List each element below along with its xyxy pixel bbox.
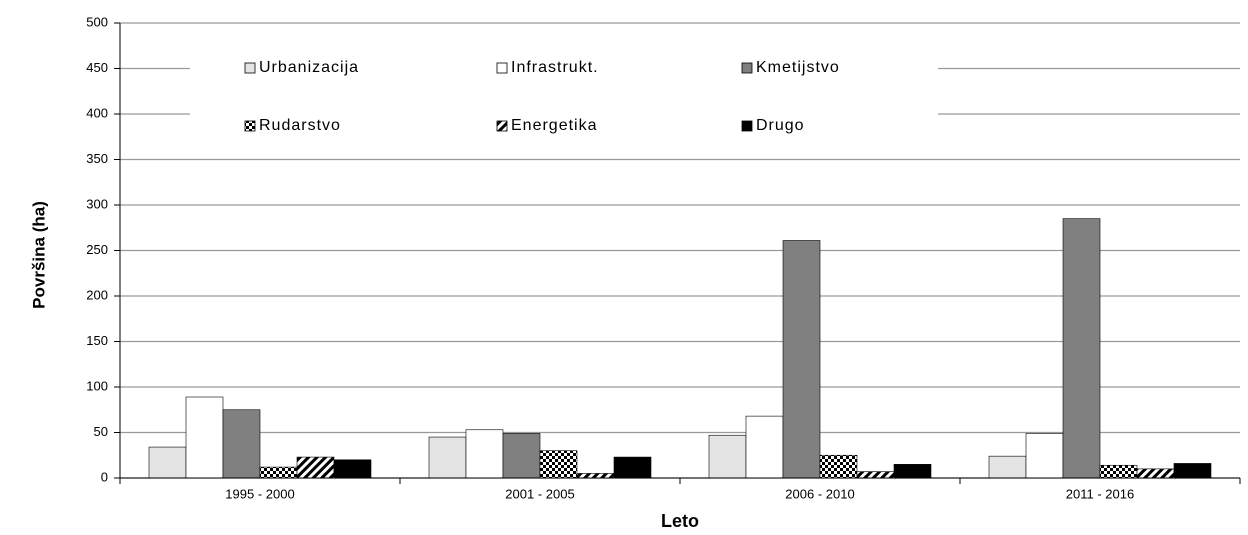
- legend-label: Drugo: [756, 117, 805, 134]
- bar: [988, 455, 1027, 479]
- legend-label: Kmetijstvo: [756, 59, 840, 76]
- y-tick-label: 150: [86, 333, 108, 348]
- y-axis-title: Površina (ha): [29, 201, 48, 309]
- bar: [1136, 468, 1175, 479]
- x-axis-title: Leto: [661, 511, 699, 531]
- y-tick-label: 500: [86, 14, 108, 29]
- legend-swatch: [244, 62, 256, 74]
- legend-swatch: [496, 120, 508, 132]
- legend-swatch: [741, 62, 753, 74]
- legend-label: Urbanizacija: [259, 59, 359, 76]
- bar: [819, 454, 858, 479]
- bar: [296, 456, 335, 479]
- y-tick-label: 350: [86, 151, 108, 166]
- bar: [148, 446, 187, 479]
- y-tick-label: 300: [86, 196, 108, 211]
- legend-label: Rudarstvo: [259, 117, 341, 134]
- bar: [185, 396, 224, 479]
- bar: [613, 456, 652, 479]
- y-tick-label: 50: [94, 424, 108, 439]
- bar: [465, 429, 504, 479]
- bar: [1099, 464, 1138, 479]
- bar: [1025, 433, 1064, 479]
- y-tick-label: 200: [86, 287, 108, 302]
- x-tick-label: 2011 - 2016: [1066, 486, 1134, 501]
- bar: [576, 473, 615, 479]
- bar: [745, 415, 784, 479]
- legend-swatch: [741, 120, 753, 132]
- bar: [782, 240, 821, 479]
- bar: [1062, 218, 1101, 479]
- legend-swatch: [496, 62, 508, 74]
- y-tick-label: 450: [86, 60, 108, 75]
- x-tick-label: 1995 - 2000: [225, 486, 294, 501]
- bar: [259, 466, 298, 479]
- bar: [856, 471, 895, 479]
- y-tick-label: 100: [86, 378, 108, 393]
- y-tick-label: 400: [86, 105, 108, 120]
- bar: [893, 464, 932, 479]
- x-tick-label: 2001 - 2005: [505, 486, 574, 501]
- y-tick-label: 0: [101, 469, 108, 484]
- legend-label: Energetika: [511, 117, 598, 134]
- legend-swatch: [244, 120, 256, 132]
- y-tick-label: 250: [86, 242, 108, 257]
- x-tick-label: 2006 - 2010: [785, 486, 854, 501]
- bar: [222, 409, 261, 479]
- bar: [333, 459, 372, 479]
- legend-label: Infrastrukt.: [511, 59, 599, 76]
- bar: [428, 436, 467, 479]
- bar: [539, 450, 578, 479]
- bar: [708, 434, 747, 479]
- bar: [1173, 463, 1212, 479]
- legend-box: [190, 44, 938, 148]
- bar: [502, 433, 541, 479]
